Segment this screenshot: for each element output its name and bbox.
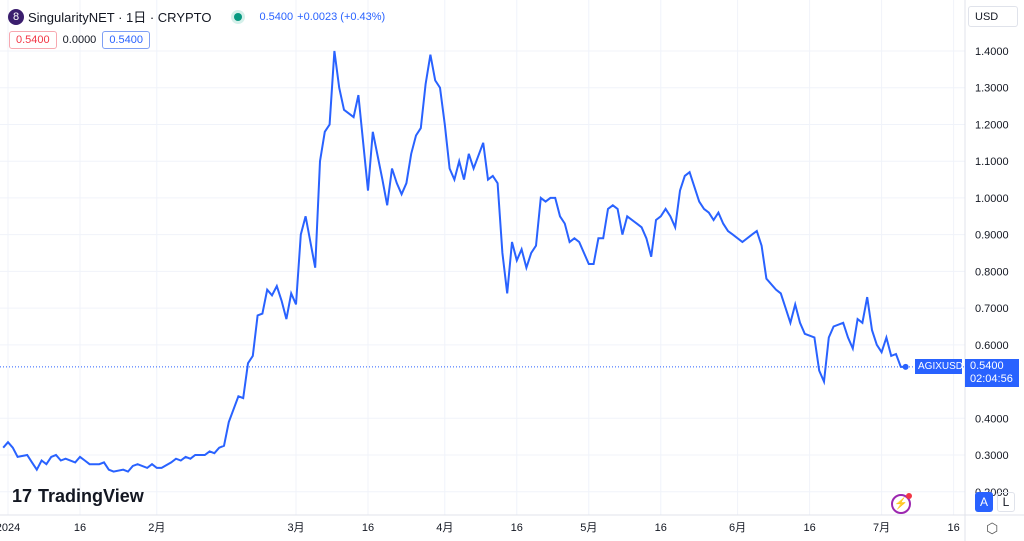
- bar-countdown: 02:04:56: [970, 373, 1013, 385]
- singularitynet-logo-icon: 8: [8, 8, 24, 25]
- y-tick-label: 1.2000: [975, 119, 1009, 131]
- spread: 0.0000: [62, 34, 97, 46]
- y-tick-label: 1.1000: [975, 156, 1009, 168]
- y-tick-label: 0.4000: [975, 413, 1009, 425]
- symbol-label: AGIXUSD: [915, 359, 963, 374]
- currency-select[interactable]: USD: [968, 6, 1018, 27]
- price-change: +0.0023 (+0.43%): [297, 10, 386, 23]
- x-tick-label: 5月: [580, 522, 597, 534]
- market-status-icon[interactable]: [233, 12, 242, 21]
- price-axis-label: 0.5400 02:04:56: [965, 359, 1019, 387]
- y-tick-label: 1.4000: [975, 46, 1009, 58]
- price-axis-value: 0.5400: [970, 360, 1004, 372]
- symbol-title[interactable]: SingularityNET · 1日 · CRYPTO: [28, 10, 212, 25]
- tv-logo-icon: 17: [12, 486, 33, 506]
- buy-button[interactable]: 0.5400: [102, 31, 150, 49]
- x-tick-label: 16: [803, 522, 815, 534]
- x-tick-label: 6月: [729, 522, 746, 534]
- brand-name: TradingView: [38, 486, 144, 506]
- y-tick-label: 0.7000: [975, 303, 1009, 315]
- y-tick-label: 0.6000: [975, 340, 1009, 352]
- tradingview-logo[interactable]: 17 TradingView: [12, 486, 144, 507]
- last-price-dot: [902, 363, 909, 370]
- y-tick-label: 0.8000: [975, 266, 1009, 278]
- sell-button[interactable]: 0.5400: [9, 31, 57, 49]
- x-tick-label: 16: [362, 522, 374, 534]
- x-tick-label: 7月: [873, 522, 890, 534]
- y-tick-label: 1.3000: [975, 83, 1009, 95]
- x-tick-label: 3月: [287, 522, 304, 534]
- y-tick-label: 0.9000: [975, 230, 1009, 242]
- log-scale-button[interactable]: L: [997, 492, 1015, 512]
- x-tick-label: 2月: [148, 522, 165, 534]
- symbol-header: 8 SingularityNET · 1日 · CRYPTO 0.5400 +0…: [8, 7, 385, 26]
- y-tick-label: 0.3000: [975, 450, 1009, 462]
- x-tick-label: 2024: [0, 522, 20, 534]
- y-tick-label: 1.0000: [975, 193, 1009, 205]
- x-tick-label: 16: [655, 522, 667, 534]
- price-series-line: [2, 50, 906, 473]
- auto-scale-button[interactable]: A: [975, 492, 993, 512]
- lightning-icon[interactable]: ⚡: [891, 493, 912, 514]
- x-tick-label: 16: [947, 522, 959, 534]
- x-tick-label: 16: [511, 522, 523, 534]
- last-price: 0.5400: [259, 10, 294, 23]
- x-tick-label: 16: [74, 522, 86, 534]
- x-tick-label: 4月: [436, 522, 453, 534]
- settings-icon[interactable]: ⬡: [986, 520, 999, 536]
